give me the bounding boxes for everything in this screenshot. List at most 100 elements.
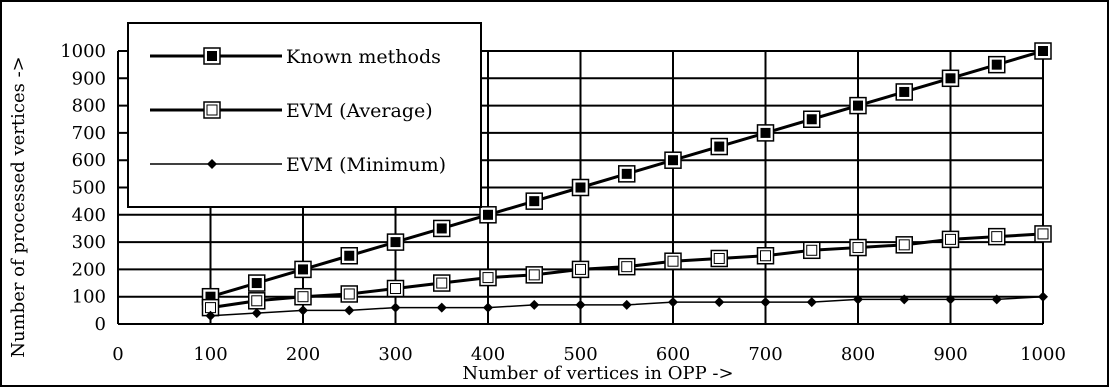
x-tick-label: 1000 — [1020, 344, 1066, 365]
x-tick-label: 600 — [656, 344, 690, 365]
x-tick-label: 500 — [563, 344, 597, 365]
marker-fill — [945, 73, 956, 84]
marker-inner — [945, 233, 956, 245]
y-tick-label: 0 — [95, 314, 106, 335]
square-marker — [988, 55, 1006, 74]
marker-fill — [298, 264, 308, 275]
y-tick-label: 600 — [72, 150, 106, 171]
series-2 — [201, 225, 1052, 317]
diamond-marker — [575, 299, 586, 310]
marker-inner — [206, 104, 218, 116]
square-marker — [248, 274, 266, 292]
square-marker — [618, 257, 636, 276]
marker-fill — [714, 141, 725, 152]
marker-inner — [621, 261, 633, 273]
x-axis-title: Number of vertices in OPP -> — [462, 363, 733, 384]
marker-fill — [205, 291, 216, 302]
marker-fill — [991, 59, 1002, 70]
diamond-marker — [945, 294, 956, 305]
diamond-marker — [207, 159, 217, 169]
square-marker — [895, 236, 913, 254]
diamond-marker — [806, 297, 817, 308]
square-marker — [479, 206, 497, 224]
square-marker — [386, 279, 405, 298]
legend-label: EVM (Average) — [286, 100, 433, 122]
legend-label: EVM (Minimum) — [286, 154, 446, 176]
diamond-marker — [853, 294, 863, 305]
marker-fill — [1038, 46, 1048, 56]
square-marker — [988, 227, 1006, 246]
marker-fill — [806, 114, 817, 125]
y-tick-label: 100 — [72, 287, 106, 308]
diamond-marker — [251, 308, 262, 319]
marker-fill — [760, 127, 771, 138]
diamond-marker — [205, 310, 216, 321]
marker-inner — [251, 295, 263, 307]
x-tick-label: 800 — [841, 344, 875, 365]
square-marker — [433, 274, 451, 292]
marker-inner — [713, 252, 725, 264]
diamond-marker — [344, 305, 355, 316]
x-tick-label: 0 — [112, 344, 123, 365]
square-marker — [1034, 42, 1052, 60]
legend: Known methods EVM (Average) EVM (Minimum) — [127, 22, 482, 208]
marker-fill — [207, 51, 217, 61]
square-marker — [756, 247, 775, 265]
square-marker — [203, 47, 221, 65]
legend-box — [127, 22, 482, 208]
x-tick-label: 900 — [933, 344, 967, 365]
y-tick-label: 500 — [72, 178, 106, 199]
square-marker — [941, 230, 960, 249]
marker-fill — [390, 237, 401, 248]
square-marker — [203, 101, 221, 119]
square-marker — [571, 178, 590, 197]
axes: 0 100 200 300 400 500 600 700 800 900 1000 0 100 200 3… — [60, 41, 1066, 365]
legend-entry: EVM (Minimum) — [150, 154, 446, 176]
y-tick-label: 700 — [72, 123, 106, 144]
data-series — [201, 42, 1052, 321]
marker-fill — [436, 223, 447, 234]
marker-fill — [251, 278, 262, 289]
diamond-marker — [899, 294, 910, 305]
series-3 — [205, 291, 1048, 321]
marker-inner — [343, 288, 355, 300]
square-marker — [294, 287, 312, 306]
marker-inner — [760, 250, 771, 262]
square-marker — [710, 249, 728, 268]
y-tick-label: 400 — [72, 205, 106, 226]
marker-inner — [528, 269, 540, 281]
x-tick-label: 200 — [286, 344, 320, 365]
marker-inner — [852, 242, 864, 254]
diamond-marker — [436, 302, 447, 313]
diamond-marker — [714, 297, 725, 308]
marker-inner — [575, 263, 586, 275]
diamond-marker — [298, 305, 308, 316]
square-marker — [1034, 225, 1052, 243]
marker-inner — [806, 244, 818, 256]
marker-inner — [991, 231, 1003, 243]
diamond-marker — [483, 302, 493, 313]
marker-fill — [668, 155, 678, 166]
square-marker — [895, 83, 913, 101]
y-axis-title: Number of processed vertices -> — [8, 56, 29, 357]
square-marker — [479, 268, 497, 287]
y-tick-label: 300 — [72, 232, 106, 253]
diamond-marker — [390, 302, 401, 313]
diamond-marker — [621, 299, 632, 310]
square-marker — [340, 247, 358, 265]
y-tick-label: 900 — [72, 68, 106, 89]
square-marker — [248, 292, 266, 310]
square-marker — [618, 165, 636, 183]
marker-fill — [575, 182, 586, 193]
marker-inner — [482, 272, 494, 284]
square-marker — [340, 285, 358, 303]
square-marker — [386, 233, 405, 251]
square-marker — [849, 238, 867, 257]
marker-inner — [390, 283, 401, 295]
series-1 — [201, 42, 1052, 306]
diamond-marker — [1038, 291, 1048, 302]
legend-label: Known methods — [286, 46, 441, 68]
marker-fill — [853, 100, 863, 111]
x-tick-label: 700 — [748, 344, 782, 365]
